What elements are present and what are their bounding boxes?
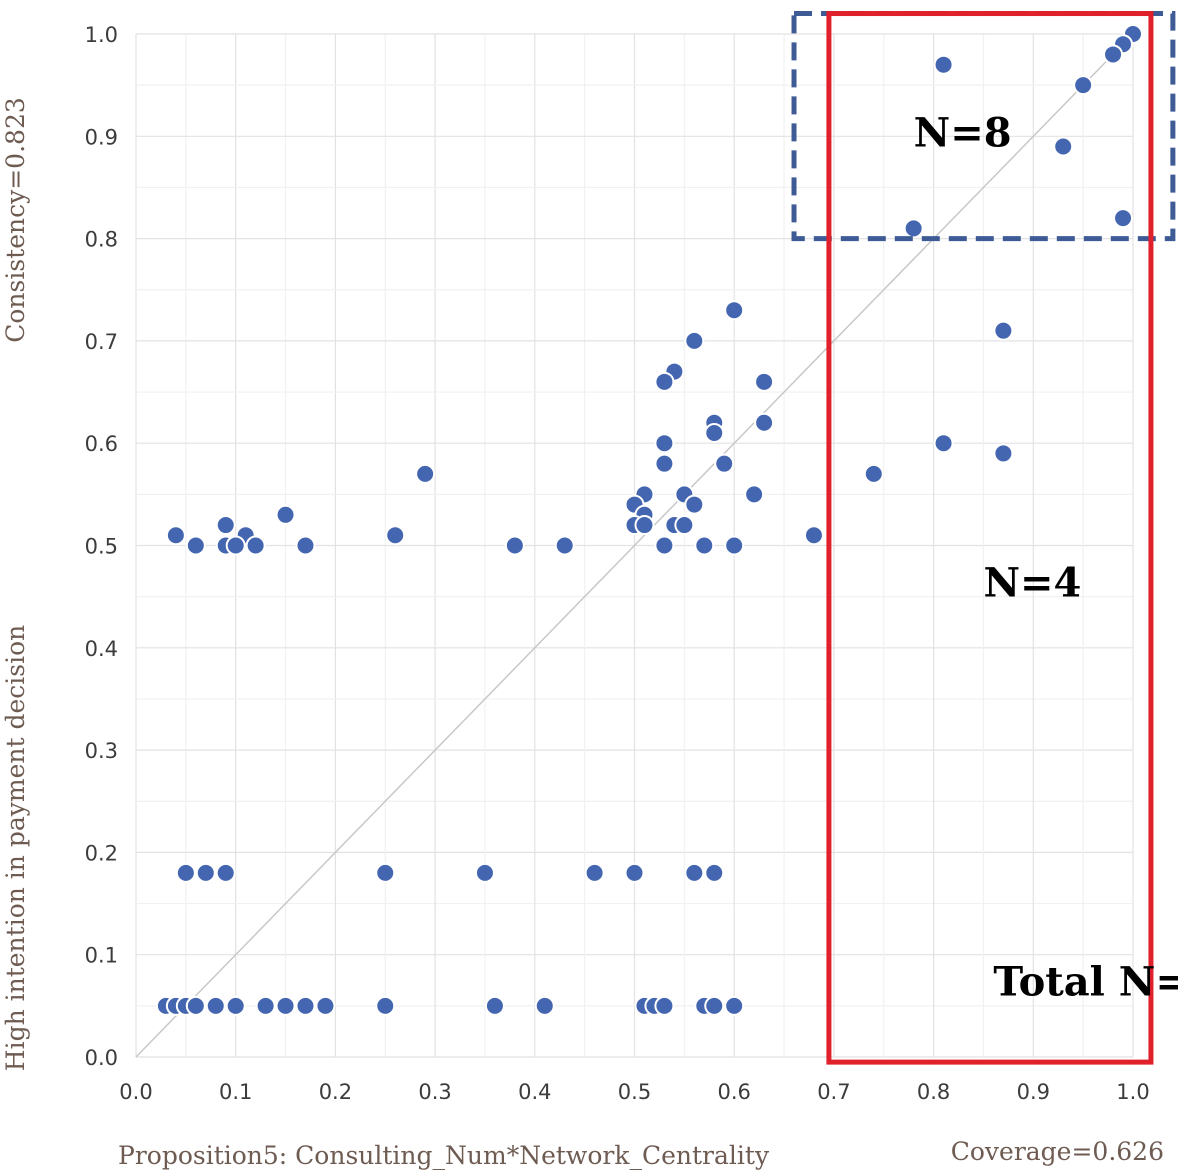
data-point — [534, 995, 555, 1016]
data-point — [754, 412, 775, 433]
y-tick-label: 0.8 — [85, 228, 118, 252]
data-point — [684, 494, 705, 515]
data-point — [225, 535, 246, 556]
data-point — [185, 535, 206, 556]
data-point — [295, 995, 316, 1016]
data-point — [993, 320, 1014, 341]
data-point — [634, 515, 655, 536]
coverage-region-box — [826, 11, 1154, 1065]
data-point — [175, 862, 196, 883]
data-point — [385, 525, 406, 546]
data-point — [654, 453, 675, 474]
data-point — [724, 535, 745, 556]
data-point — [245, 535, 266, 556]
data-point — [225, 995, 246, 1016]
data-point — [704, 422, 725, 443]
data-point — [724, 300, 745, 321]
annotation-label: Total N=12 — [993, 959, 1178, 1006]
data-point — [724, 995, 745, 1016]
data-point — [415, 463, 436, 484]
data-point — [484, 995, 505, 1016]
annotation-label: N=4 — [983, 560, 1081, 607]
data-point — [215, 515, 236, 536]
x-axis-label: Proposition5: Consulting_Num*Network_Cen… — [118, 1141, 770, 1170]
data-point — [315, 995, 336, 1016]
data-point — [215, 862, 236, 883]
y-tick-label: 0.2 — [85, 841, 118, 865]
x-tick-label: 0.0 — [119, 1080, 152, 1104]
y-tick-label: 0.6 — [85, 432, 118, 456]
data-point — [704, 862, 725, 883]
data-point — [993, 443, 1014, 464]
annotation-label: N=8 — [914, 110, 1012, 157]
data-point — [1073, 75, 1094, 96]
y-tick-label: 0.0 — [85, 1046, 118, 1070]
data-point — [674, 515, 695, 536]
x-tick-label: 0.4 — [518, 1080, 551, 1104]
x-axis-ticks: 0.0 0.1 0.2 0.3 0.4 0.5 0.6 0.7 0.8 0.9 1.0 — [119, 1080, 1149, 1104]
data-point — [863, 463, 884, 484]
data-point — [375, 995, 396, 1016]
data-points — [155, 24, 1143, 1016]
data-point — [684, 862, 705, 883]
data-point — [185, 995, 206, 1016]
x-tick-label: 0.1 — [219, 1080, 252, 1104]
data-point — [1103, 44, 1124, 65]
data-point — [205, 995, 226, 1016]
x-tick-label: 0.7 — [817, 1080, 850, 1104]
x-tick-label: 0.5 — [618, 1080, 651, 1104]
y-tick-label: 0.9 — [85, 125, 118, 149]
data-point — [1113, 208, 1134, 229]
x-tick-label: 1.0 — [1116, 1080, 1149, 1104]
data-point — [195, 862, 216, 883]
data-point — [504, 535, 525, 556]
annotations: N=8 N=4 Total N=12 — [914, 110, 1178, 1006]
data-point — [295, 535, 316, 556]
data-point — [1053, 136, 1074, 157]
data-point — [654, 995, 675, 1016]
data-point — [704, 995, 725, 1016]
consistency-label: Consistency=0.823 — [1, 97, 30, 343]
data-point — [584, 862, 605, 883]
data-point — [654, 535, 675, 556]
x-tick-label: 0.8 — [917, 1080, 950, 1104]
data-point — [275, 504, 296, 525]
x-tick-label: 0.3 — [418, 1080, 451, 1104]
data-point — [554, 535, 575, 556]
data-point — [714, 453, 735, 474]
data-point — [803, 525, 824, 546]
data-point — [684, 330, 705, 351]
y-tick-label: 0.5 — [85, 535, 118, 559]
data-point — [474, 862, 495, 883]
x-tick-label: 0.2 — [319, 1080, 352, 1104]
data-point — [903, 218, 924, 239]
data-point — [754, 371, 775, 392]
data-point — [744, 484, 765, 505]
y-tick-label: 1.0 — [85, 23, 118, 47]
data-point — [255, 995, 276, 1016]
y-tick-label: 0.4 — [85, 637, 118, 661]
data-point — [654, 371, 675, 392]
y-tick-label: 0.1 — [85, 944, 118, 968]
y-axis-ticks: 0.0 0.1 0.2 0.3 0.4 0.5 0.6 0.7 0.8 0.9 1.0 — [85, 23, 118, 1070]
x-tick-label: 0.6 — [717, 1080, 750, 1104]
data-point — [165, 525, 186, 546]
y-tick-label: 0.3 — [85, 739, 118, 763]
data-point — [375, 862, 396, 883]
diagonal-reference-line — [135, 33, 1134, 1058]
coverage-label: Coverage=0.626 — [951, 1137, 1164, 1166]
data-point — [275, 995, 296, 1016]
data-point — [624, 862, 645, 883]
data-point — [654, 433, 675, 454]
y-tick-label: 0.7 — [85, 330, 118, 354]
y-axis-label: High intention in payment decision — [1, 625, 30, 1071]
data-point — [933, 433, 954, 454]
data-point — [694, 535, 715, 556]
data-point — [933, 54, 954, 75]
x-tick-label: 0.9 — [1017, 1080, 1050, 1104]
